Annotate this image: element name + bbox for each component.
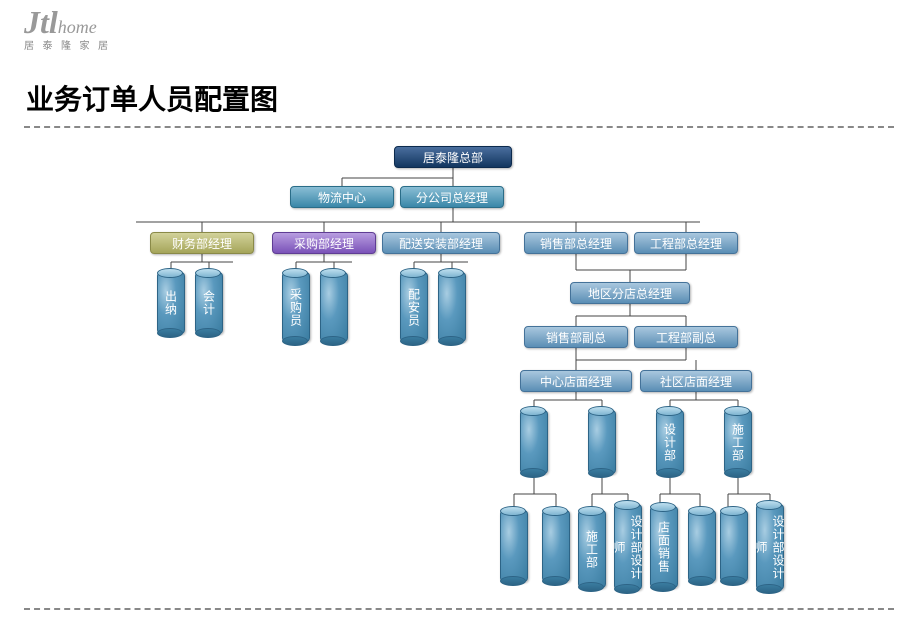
node-acct: 会计 — [195, 272, 223, 334]
node-b4: 设计部设计师 — [614, 504, 642, 590]
node-ctrmgr: 中心店面经理 — [520, 370, 632, 392]
node-b5: 店面销售 — [650, 506, 678, 588]
node-finmgr: 财务部经理 — [150, 232, 254, 254]
node-salesvp: 销售部副总 — [524, 326, 628, 348]
node-c4: 施工部 — [724, 410, 752, 474]
node-c3: 设计部 — [656, 410, 684, 474]
node-engvp: 工程部副总 — [634, 326, 738, 348]
node-installer: 配安员 — [400, 272, 428, 342]
node-salesgm: 销售部总经理 — [524, 232, 628, 254]
node-c2 — [588, 410, 616, 474]
node-b1 — [500, 510, 528, 582]
node-b6 — [688, 510, 716, 582]
node-b3: 施工部 — [578, 510, 606, 588]
node-hq: 居泰隆总部 — [394, 146, 512, 168]
node-regmgr: 地区分店总经理 — [570, 282, 690, 304]
node-commgr: 社区店面经理 — [640, 370, 752, 392]
node-installer2 — [438, 272, 466, 342]
node-buyer2 — [320, 272, 348, 342]
node-logistics: 物流中心 — [290, 186, 394, 208]
node-branchgm: 分公司总经理 — [400, 186, 504, 208]
node-b8: 设计部设计师 — [756, 504, 784, 590]
node-purmgr: 采购部经理 — [272, 232, 376, 254]
node-enggm: 工程部总经理 — [634, 232, 738, 254]
node-cashier: 出纳 — [157, 272, 185, 334]
node-distmgr: 配送安装部经理 — [382, 232, 500, 254]
node-buyer: 采购员 — [282, 272, 310, 342]
node-b2 — [542, 510, 570, 582]
node-c1 — [520, 410, 548, 474]
node-b7 — [720, 510, 748, 582]
